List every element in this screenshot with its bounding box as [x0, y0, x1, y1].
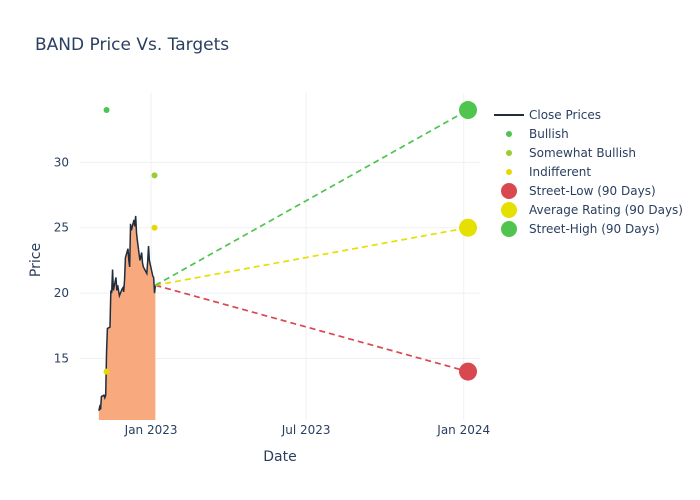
legend-label: Indifferent [529, 165, 591, 179]
x-tick-label: Jan 2023 [124, 423, 178, 437]
close-price-line [98, 215, 157, 412]
target-lines [154, 109, 469, 373]
legend-marker-swatch [501, 221, 517, 237]
x-axis-title: Date [263, 449, 296, 465]
y-tick-labels: 15 20 25 30 [54, 155, 69, 365]
y-tick-label: 30 [54, 155, 69, 169]
legend-dot-swatch [506, 150, 512, 156]
rating-point [103, 368, 110, 375]
x-tick-labels: Jan 2023 Jul 2023 Jan 2024 [124, 423, 490, 437]
legend-dot-swatch [506, 169, 512, 175]
x-tick-label: Jul 2023 [281, 423, 331, 437]
target-markers [459, 101, 478, 381]
legend-label: Close Prices [529, 108, 601, 122]
rating-point [151, 172, 158, 179]
legend-marker-swatch [501, 183, 517, 199]
legend-label: Average Rating (90 Days) [529, 203, 683, 217]
legend-label: Bullish [529, 127, 569, 141]
target-marker [459, 362, 478, 381]
target-line [155, 284, 469, 373]
target-marker [459, 218, 478, 237]
y-tick-label: 15 [54, 352, 69, 366]
legend-label: Street-Low (90 Days) [529, 184, 656, 198]
y-tick-label: 20 [54, 286, 69, 300]
close-price-area [98, 215, 156, 420]
y-tick-label: 25 [54, 221, 69, 235]
target-line [155, 226, 469, 287]
y-axis-title: Price [28, 243, 44, 277]
rating-points [103, 107, 158, 375]
target-marker [459, 101, 478, 120]
legend-dot-swatch [506, 131, 512, 137]
chart-title: BAND Price Vs. Targets [35, 35, 229, 55]
rating-point [151, 224, 158, 231]
x-tick-label: Jan 2024 [436, 423, 490, 437]
rating-point [103, 107, 110, 114]
legend-label: Street-High (90 Days) [529, 222, 660, 236]
legend-label: Somewhat Bullish [529, 146, 636, 160]
legend-marker-swatch [501, 202, 517, 218]
legend: Close Prices Bullish Somewhat Bullish Indif… [494, 108, 683, 237]
